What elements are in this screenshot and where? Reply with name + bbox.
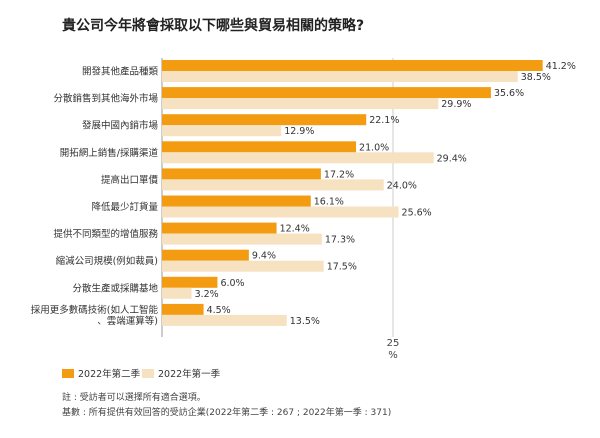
value-label: 9.4%: [252, 251, 276, 262]
value-label: 3.2%: [195, 289, 219, 300]
legend-swatch: [62, 369, 74, 378]
bar-q2: [162, 168, 321, 180]
bar-q2: [162, 141, 357, 153]
legend-label: 2022年第二季: [78, 368, 141, 380]
bar-q1: [162, 260, 324, 272]
category-label: 提供不同類型的增值服務: [53, 228, 158, 240]
value-labels: 41.2%38.5% 35.6% 29.9% 22.1% 12.9% 21.0% 29.4%…: [195, 61, 576, 327]
tick-label: 25: [387, 338, 400, 349]
bar-q1: [162, 152, 434, 164]
category-label: 開發其他產品種類: [82, 66, 159, 78]
category-label: 提高出口單價: [101, 174, 159, 186]
bar-q2: [162, 114, 367, 126]
value-label: 16.1%: [314, 197, 344, 208]
value-label: 17.5%: [327, 262, 357, 273]
value-label: 29.4%: [437, 153, 467, 164]
category-label: 、雲端運算等): [97, 315, 158, 327]
value-label: 25.6%: [402, 208, 432, 219]
value-label: 22.1%: [369, 115, 399, 126]
value-label: 29.9%: [441, 99, 471, 110]
base-text: 基數 : 所有提供有效回答的受訪企業(2022年第二季 : 267 ; 2022…: [62, 406, 391, 418]
value-label: 6.0%: [220, 278, 244, 289]
bar-q2: [162, 249, 249, 261]
bar-q2: [162, 60, 543, 71]
value-label: 17.2%: [324, 169, 354, 180]
value-label: 13.5%: [290, 316, 320, 327]
bar-q1: [162, 233, 322, 245]
bar-q1: [162, 179, 384, 191]
legend-label: 2022年第一季: [158, 368, 221, 380]
category-label: 分散銷售到其他海外市場: [53, 93, 158, 105]
value-label: 24.0%: [387, 180, 417, 191]
category-label: 開拓網上銷售/採購渠道: [60, 147, 159, 159]
note-text: 註 : 受訪者可以選擇所有適合選項。: [62, 391, 206, 403]
bar-q1: [162, 206, 399, 218]
value-label: 12.9%: [284, 126, 314, 137]
category-labels: 開發其他產品種類分散銷售到其他海外市場發展中國內銷市場開拓網上銷售/採購渠道提高…: [31, 66, 159, 327]
x-axis-label: %: [388, 350, 398, 361]
bar-q2: [162, 222, 277, 234]
value-label: 12.4%: [280, 224, 310, 235]
value-label: 35.6%: [494, 88, 524, 99]
bar-q2: [162, 276, 218, 288]
bar-series: [162, 60, 543, 326]
bar-q1: [162, 314, 287, 326]
value-label: 17.3%: [325, 235, 355, 246]
legend-swatch: [142, 369, 154, 378]
chart-title: 貴公司今年將會採取以下哪些與貿易相關的策略?: [62, 17, 364, 34]
bar-q1: [162, 98, 439, 110]
legend: 2022年第二季 2022年第一季: [62, 368, 221, 380]
bar-q2: [162, 87, 491, 99]
category-label: 採用更多數碼技術(如人工智能: [31, 304, 159, 316]
value-label: 41.2%: [546, 61, 576, 72]
category-label: 降低最少訂貨量: [91, 201, 158, 213]
category-label: 發展中國內銷市場: [82, 120, 159, 132]
bar-q1: [162, 287, 192, 299]
category-label: 分散生產或採購基地: [72, 282, 158, 294]
category-label: 縮減公司規模(例如裁員): [56, 255, 158, 267]
value-label: 4.5%: [207, 305, 231, 316]
x-axis-ticks: 25: [387, 338, 400, 349]
bar-q1: [162, 125, 282, 137]
value-label: 38.5%: [521, 72, 551, 83]
value-label: 21.0%: [359, 142, 389, 153]
bar-q2: [162, 303, 204, 315]
bar-q2: [162, 195, 311, 207]
bar-q1: [162, 71, 518, 82]
